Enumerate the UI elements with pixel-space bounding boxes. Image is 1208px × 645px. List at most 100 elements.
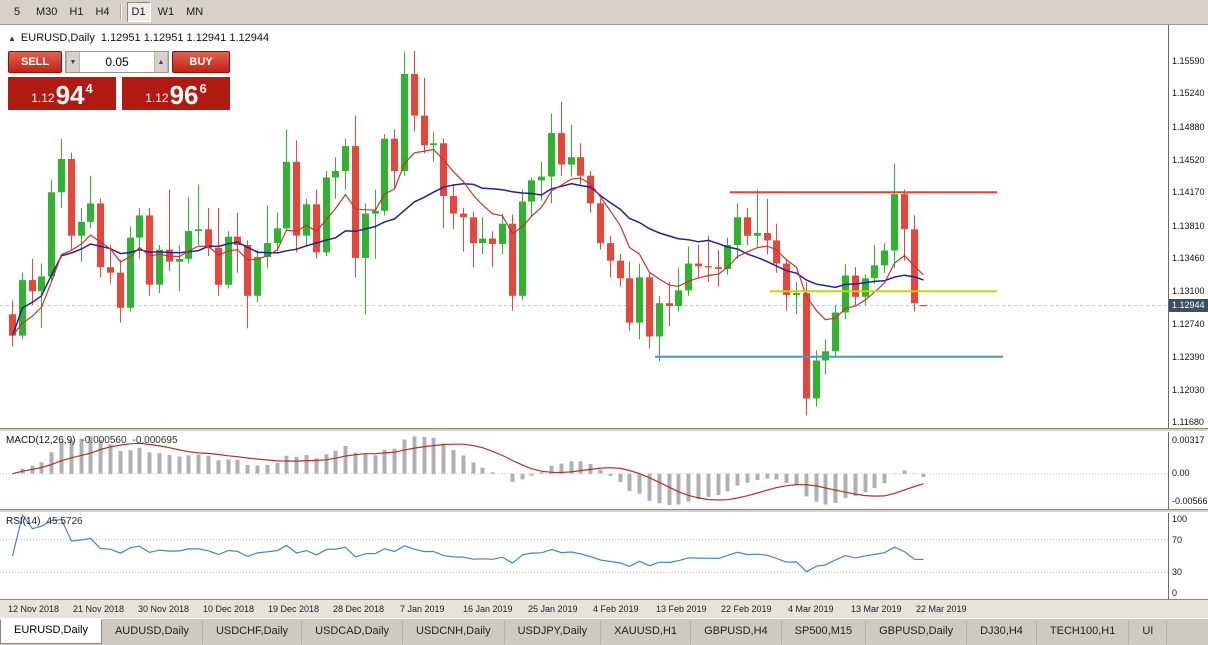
date-axis-label: 13 Feb 2019 [656, 604, 707, 614]
rsi-axis-label: 0 [1172, 588, 1178, 598]
date-axis-label: 13 Mar 2019 [851, 604, 902, 614]
chart-tab-dj30-h4[interactable]: DJ30,H4 [967, 621, 1037, 644]
timeframe-button-d1[interactable]: D1 [126, 2, 151, 22]
rsi-axis: 100 70 30 0 [1168, 513, 1208, 599]
price-axis-label: 1.12740 [1172, 319, 1205, 330]
rsi-axis-label: 70 [1172, 534, 1183, 545]
rsi-name: RSI(14) [6, 516, 41, 527]
one-click-trade-panel: SELL ▼ 0.05 ▲ BUY 1.12 94 4 1.12 9 [8, 51, 230, 110]
timeframe-button-w1[interactable]: W1 [157, 6, 175, 18]
date-axis-label: 28 Dec 2018 [333, 604, 385, 614]
chart-tab-usdcnh-daily[interactable]: USDCNH,Daily [403, 621, 505, 644]
macd-canvas [0, 436, 1168, 505]
lot-decrease-button[interactable]: ▼ [66, 52, 80, 72]
rsi-value: 45.5726 [46, 516, 83, 527]
toolbar-separator [119, 4, 122, 20]
sell-button[interactable]: SELL [8, 51, 62, 73]
price-axis-label: 1.13100 [1172, 286, 1205, 297]
trade-buttons-row: SELL ▼ 0.05 ▲ BUY [8, 51, 230, 73]
buy-button[interactable]: BUY [172, 51, 230, 73]
date-axis-label: 22 Feb 2019 [721, 604, 772, 614]
price-chart-area[interactable]: ▲ EURUSD,Daily 1.12951 1.12951 1.12941 1.1… [0, 25, 1168, 428]
chart-tab-tech100-h1[interactable]: TECH100,H1 [1037, 621, 1130, 644]
current-price-badge: 1.12944 [1169, 298, 1208, 312]
timeframe-button-m30[interactable]: M30 [36, 6, 58, 18]
rsi-canvas [0, 513, 1168, 573]
price-axis-label: 1.14170 [1172, 187, 1205, 198]
buy-price-display[interactable]: 1.12 96 6 [122, 77, 230, 110]
buy-price-big: 96 [169, 80, 199, 111]
chart-header: ▲ EURUSD,Daily 1.12951 1.12951 1.12941 1.1… [8, 32, 269, 44]
one-click-panel-toggle-icon[interactable]: ▲ [8, 34, 16, 43]
timeframe-button-5[interactable]: 5 [13, 6, 21, 18]
rsi-axis-label: 30 [1172, 567, 1183, 578]
macd-axis-label: -0.00566 [1172, 496, 1208, 506]
macd-main-value: -0.000560 [81, 435, 127, 446]
chart-tab-sp500-m15[interactable]: SP500,M15 [782, 621, 867, 644]
price-axis: 1.12944 1.15590 1.15240 1.14880 1.14520 1.14… [1168, 25, 1208, 428]
rsi-panel: RSI(14) 45.5726 100 70 30 0 [0, 513, 1208, 599]
ma-slow-line [11, 182, 924, 336]
price-axis-label: 1.13460 [1172, 252, 1205, 263]
macd-chart-area[interactable]: MACD(12,26,9) -0.000560 -0.000695 [0, 432, 1168, 509]
panel-splitter[interactable] [0, 509, 1208, 513]
chart-tab-usdcad-daily[interactable]: USDCAD,Daily [302, 621, 404, 644]
lot-size-input[interactable]: 0.05 [105, 55, 129, 69]
chart-tabs-bar: EURUSD,Daily AUDUSD,Daily USDCHF,Daily USDC… [0, 618, 1208, 645]
buy-price-prefix: 1.12 [145, 91, 169, 105]
candles-layer [9, 50, 927, 416]
date-axis-label: 4 Mar 2019 [788, 604, 834, 614]
chart-tab-xauusd-h1[interactable]: XAUUSD,H1 [601, 621, 692, 644]
price-axis-label: 1.14880 [1172, 121, 1205, 132]
macd-label-row: MACD(12,26,9) -0.000560 -0.000695 [6, 435, 178, 446]
ma-fast-line [12, 148, 924, 336]
chart-tab-gbpusd-daily[interactable]: GBPUSD,Daily [866, 621, 968, 644]
lot-size-control: ▼ 0.05 ▲ [65, 51, 169, 73]
lot-increase-button[interactable]: ▲ [154, 52, 168, 72]
buy-price-sup: 6 [199, 81, 207, 96]
price-axis-label: 1.13810 [1172, 220, 1205, 231]
panel-splitter[interactable] [0, 428, 1208, 432]
timeframe-button-mn[interactable]: MN [186, 6, 204, 18]
timeframe-toolbar: 5 M30 H1 H4 D1 W1 MN [0, 0, 1208, 25]
macd-panel: MACD(12,26,9) -0.000560 -0.000695 0.00317 0… [0, 432, 1208, 509]
rsi-label-row: RSI(14) 45.5726 [6, 516, 83, 527]
price-axis-label: 1.12390 [1172, 351, 1205, 362]
sell-price-big: 94 [55, 80, 85, 111]
date-axis-label: 25 Jan 2019 [528, 604, 578, 614]
sell-price-prefix: 1.12 [31, 91, 55, 105]
date-axis-label: 21 Nov 2018 [73, 604, 125, 614]
chart-tab-usdjpy-daily[interactable]: USDJPY,Daily [505, 621, 602, 644]
sell-price-display[interactable]: 1.12 94 4 [8, 77, 116, 110]
macd-histogram [20, 436, 926, 505]
macd-axis-label: 0.00 [1172, 467, 1190, 478]
timeframe-button-h1[interactable]: H1 [69, 6, 84, 18]
price-axis-label: 1.12030 [1172, 385, 1205, 396]
chart-window: ▲ EURUSD,Daily 1.12951 1.12951 1.12941 1.1… [0, 25, 1208, 618]
date-axis-label: 22 Mar 2019 [916, 604, 967, 614]
chart-tab-eurusd-daily[interactable]: EURUSD,Daily [0, 619, 102, 644]
date-axis-label: 30 Nov 2018 [138, 604, 190, 614]
date-axis-label: 12 Nov 2018 [8, 604, 60, 614]
macd-axis-label: 0.00317 [1172, 435, 1205, 445]
price-chart-canvas[interactable] [0, 25, 1168, 428]
price-axis-label: 1.15240 [1172, 88, 1205, 99]
rsi-chart-area[interactable]: RSI(14) 45.5726 [0, 513, 1168, 599]
date-axis: 12 Nov 2018 21 Nov 2018 30 Nov 2018 10 Dec … [0, 599, 1208, 618]
date-axis-label: 7 Jan 2019 [400, 604, 445, 614]
date-axis-label: 4 Feb 2019 [593, 604, 639, 614]
chart-tab-audusd-daily[interactable]: AUDUSD,Daily [102, 621, 203, 644]
macd-signal-line [12, 442, 924, 501]
timeframe-button-h4[interactable]: H4 [95, 6, 110, 18]
price-axis-label: 1.14520 [1172, 154, 1205, 165]
chart-tab-ui[interactable]: UI [1129, 621, 1168, 644]
sell-price-sup: 4 [85, 81, 93, 96]
date-axis-label: 16 Jan 2019 [463, 604, 513, 614]
chart-tab-gbpusd-h4[interactable]: GBPUSD,H4 [691, 621, 782, 644]
chart-symbol-label: EURUSD,Daily [20, 32, 95, 44]
trade-prices-row: 1.12 94 4 1.12 96 6 [8, 77, 230, 110]
chart-tab-usdchf-daily[interactable]: USDCHF,Daily [203, 621, 303, 644]
chart-ohlc-values: 1.12951 1.12951 1.12941 1.12944 [100, 32, 270, 44]
macd-signal-value: -0.000695 [132, 435, 178, 446]
